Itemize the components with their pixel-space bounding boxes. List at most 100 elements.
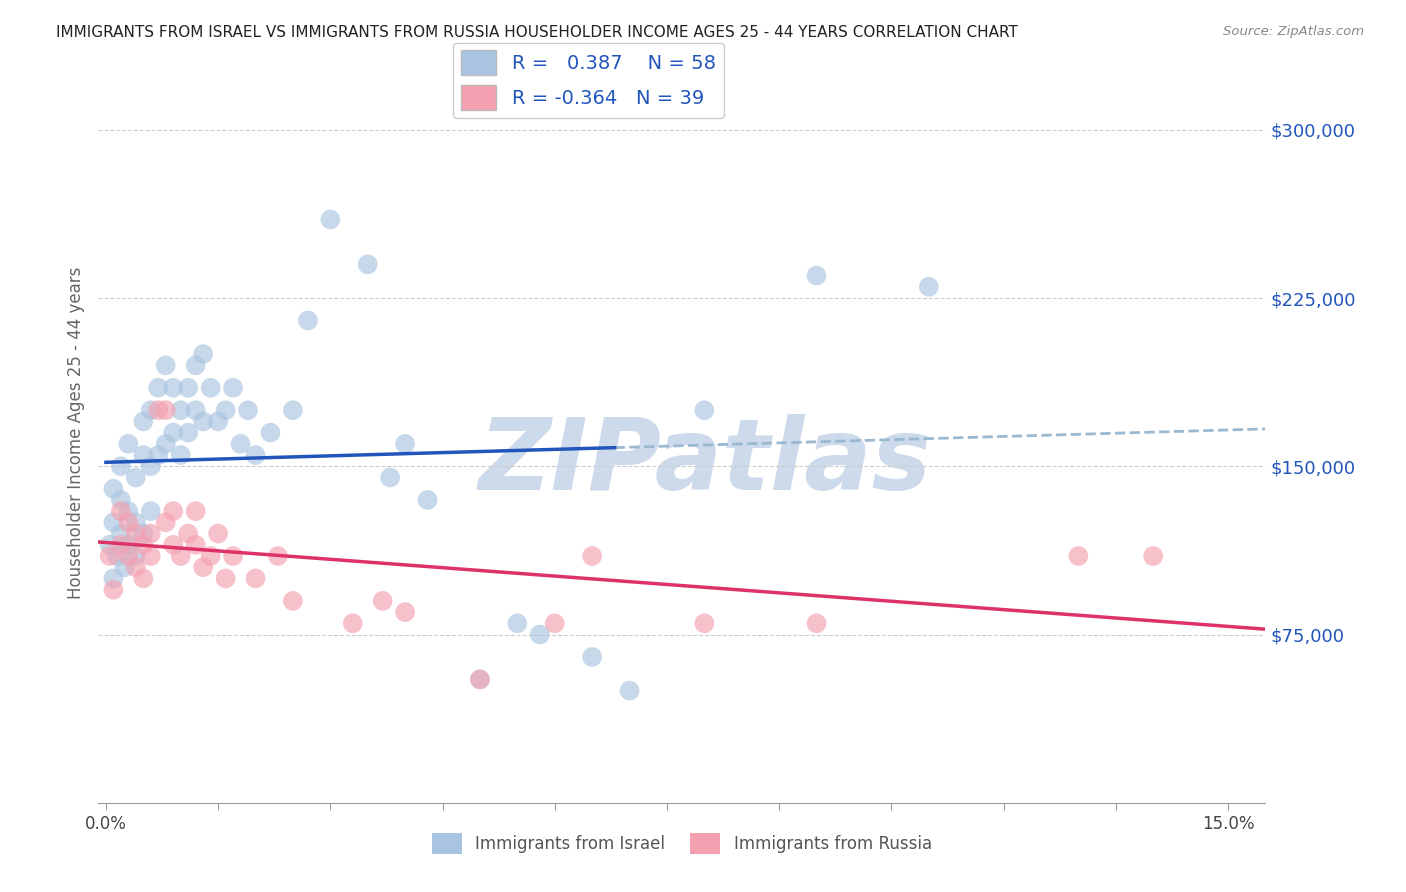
Point — [191, 347, 214, 361]
Point — [297, 313, 319, 327]
Point — [468, 673, 491, 687]
Text: IMMIGRANTS FROM ISRAEL VS IMMIGRANTS FROM RUSSIA HOUSEHOLDER INCOME AGES 25 - 44: IMMIGRANTS FROM ISRAEL VS IMMIGRANTS FRO… — [56, 25, 1018, 40]
Point — [281, 594, 304, 608]
Point — [170, 448, 193, 462]
Text: ZIPatlas: ZIPatlas — [478, 414, 932, 511]
Point — [619, 683, 641, 698]
Point — [125, 549, 148, 563]
Point — [357, 257, 380, 271]
Point — [98, 549, 121, 563]
Point — [394, 605, 416, 619]
Point — [693, 616, 716, 631]
Point — [103, 482, 125, 496]
Point — [117, 549, 139, 563]
Point — [110, 526, 132, 541]
Point — [544, 616, 567, 631]
Point — [191, 560, 214, 574]
Point — [162, 538, 184, 552]
Point — [319, 212, 342, 227]
Point — [416, 492, 439, 507]
Point — [110, 492, 132, 507]
Point — [132, 571, 155, 585]
Point — [184, 359, 207, 373]
Point — [207, 414, 229, 428]
Point — [139, 403, 162, 417]
Point — [394, 437, 416, 451]
Point — [229, 437, 252, 451]
Point — [380, 470, 402, 484]
Point — [207, 526, 229, 541]
Point — [918, 280, 941, 294]
Point — [105, 549, 128, 563]
Point — [468, 673, 491, 687]
Point — [114, 560, 136, 574]
Point — [148, 381, 170, 395]
Point — [170, 403, 193, 417]
Point — [155, 359, 177, 373]
Point — [117, 437, 139, 451]
Point — [506, 616, 529, 631]
Point — [342, 616, 364, 631]
Point — [200, 381, 222, 395]
Point — [98, 538, 121, 552]
Point — [177, 381, 200, 395]
Point — [200, 549, 222, 563]
Point — [267, 549, 290, 563]
Point — [529, 627, 551, 641]
Point — [581, 650, 603, 665]
Point — [245, 571, 267, 585]
Point — [693, 403, 716, 417]
Point — [110, 459, 132, 474]
Point — [148, 403, 170, 417]
Point — [184, 504, 207, 518]
Point — [236, 403, 259, 417]
Point — [117, 516, 139, 530]
Point — [139, 504, 162, 518]
Point — [139, 549, 162, 563]
Point — [103, 571, 125, 585]
Point — [132, 526, 155, 541]
Point — [184, 403, 207, 417]
Point — [110, 504, 132, 518]
Point — [214, 571, 236, 585]
Text: Source: ZipAtlas.com: Source: ZipAtlas.com — [1223, 25, 1364, 38]
Point — [103, 582, 125, 597]
Point — [148, 448, 170, 462]
Point — [222, 381, 245, 395]
Point — [162, 504, 184, 518]
Point — [125, 526, 148, 541]
Point — [132, 538, 155, 552]
Point — [245, 448, 267, 462]
Legend: Immigrants from Israel, Immigrants from Russia: Immigrants from Israel, Immigrants from … — [426, 826, 938, 861]
Point — [214, 403, 236, 417]
Point — [155, 516, 177, 530]
Point — [184, 538, 207, 552]
Point — [1067, 549, 1090, 563]
Point — [371, 594, 394, 608]
Point — [806, 616, 828, 631]
Point — [125, 470, 148, 484]
Y-axis label: Householder Income Ages 25 - 44 years: Householder Income Ages 25 - 44 years — [66, 267, 84, 599]
Point — [1142, 549, 1164, 563]
Point — [162, 381, 184, 395]
Point — [155, 403, 177, 417]
Point — [117, 504, 139, 518]
Point — [110, 538, 132, 552]
Point — [155, 437, 177, 451]
Point — [139, 526, 162, 541]
Point — [259, 425, 281, 440]
Point — [117, 538, 139, 552]
Point — [177, 526, 200, 541]
Point — [125, 516, 148, 530]
Point — [162, 425, 184, 440]
Point — [281, 403, 304, 417]
Point — [222, 549, 245, 563]
Point — [132, 448, 155, 462]
Point — [581, 549, 603, 563]
Point — [191, 414, 214, 428]
Point — [125, 560, 148, 574]
Point — [177, 425, 200, 440]
Point — [139, 459, 162, 474]
Point — [806, 268, 828, 283]
Point — [132, 414, 155, 428]
